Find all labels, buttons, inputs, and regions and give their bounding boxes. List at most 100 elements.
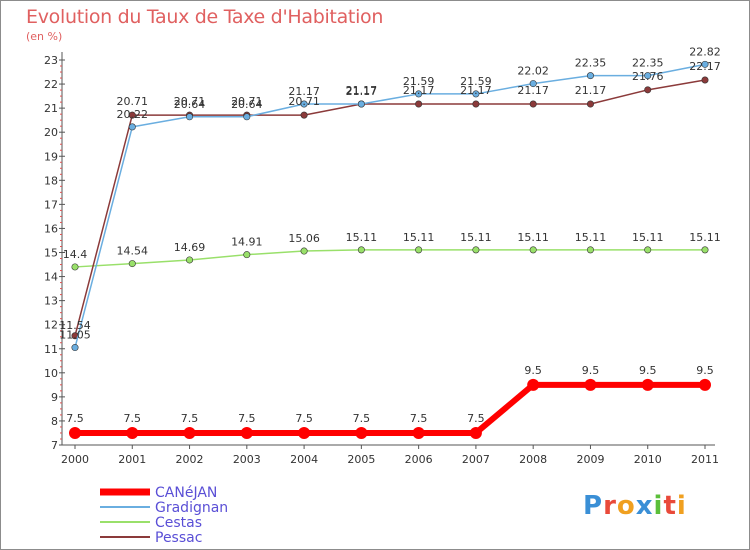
x-tick-label: 2011 (691, 453, 719, 466)
data-label: 9.5 (696, 364, 714, 377)
chart-unit: (en %) (26, 30, 63, 43)
x-tick-label: 2010 (634, 453, 662, 466)
series-layer (69, 60, 711, 439)
data-label: 22.35 (575, 57, 607, 70)
data-point (357, 100, 365, 108)
data-label: 7.5 (467, 412, 485, 425)
data-label: 21.17 (346, 85, 378, 98)
data-label: 22.35 (632, 57, 664, 70)
data-point (128, 123, 136, 131)
y-tick-label: 21 (44, 102, 58, 115)
data-label: 7.5 (181, 412, 199, 425)
data-label: 21.17 (403, 84, 435, 97)
data-label: 21.59 (460, 75, 492, 88)
x-tick-label: 2000 (61, 453, 89, 466)
data-label: 9.5 (524, 364, 542, 377)
data-label: 20.71 (174, 95, 206, 108)
x-tick-label: 2003 (233, 453, 261, 466)
data-label: 15.11 (403, 231, 435, 244)
data-label: 20.64 (231, 98, 263, 111)
data-point (701, 60, 709, 68)
y-tick-label: 8 (51, 415, 58, 428)
data-label: 11.05 (59, 329, 91, 342)
axes: 7 8 9 10 11 12 13 14 15 16 17 18 19 20 21 22 23 2000 2001 2… (44, 52, 719, 466)
data-point (699, 378, 711, 391)
data-point (71, 263, 79, 271)
data-label: 21.59 (403, 75, 435, 88)
legend-label: Pessac (155, 530, 202, 546)
data-point (415, 90, 423, 98)
series-line (74, 63, 706, 348)
data-label: 15.11 (632, 231, 664, 244)
logo-letter: r (603, 491, 617, 521)
data-point (186, 113, 194, 121)
data-label: 15.06 (288, 232, 320, 245)
data-label: 21.17 (575, 84, 607, 97)
y-tick-label: 14 (44, 271, 58, 284)
y-tick-label: 10 (44, 367, 58, 380)
proxiti-logo: Proxiti (583, 491, 687, 521)
y-tick-label: 17 (44, 198, 58, 211)
data-label: 21.76 (632, 70, 664, 83)
data-label: 20.71 (117, 95, 149, 108)
data-label: 22.82 (689, 45, 721, 58)
data-label: 9.5 (582, 364, 600, 377)
data-point (415, 100, 423, 108)
y-tick-label: 18 (44, 174, 58, 187)
data-label: 7.5 (410, 412, 428, 425)
data-point (355, 426, 368, 439)
data-point (586, 246, 594, 254)
data-point (644, 246, 652, 254)
data-point (300, 247, 308, 255)
y-tick-label: 19 (44, 150, 58, 163)
y-tick-label: 12 (44, 319, 58, 332)
data-point (472, 246, 480, 254)
data-point (527, 378, 540, 391)
data-point (415, 246, 423, 254)
data-label: 7.5 (238, 412, 256, 425)
x-tick-label: 2004 (290, 453, 318, 466)
data-point (586, 72, 594, 80)
data-point (243, 251, 251, 259)
logo-letter: o (616, 491, 636, 521)
data-label: 9.5 (639, 364, 657, 377)
y-tick-label: 7 (51, 439, 58, 452)
series-line (75, 381, 705, 436)
x-tick-label: 2001 (118, 453, 146, 466)
data-point (529, 246, 537, 254)
y-tick-label: 15 (44, 247, 58, 260)
data-point (584, 378, 597, 391)
x-tick-label: 2008 (519, 453, 547, 466)
data-point (240, 426, 253, 439)
data-point (469, 426, 482, 439)
data-label: 20.71 (288, 95, 320, 108)
data-point (644, 86, 652, 94)
data-label: 20.22 (117, 108, 149, 121)
x-tick-label: 2006 (405, 453, 433, 466)
data-labels: 7.5 7.5 7.5 7.5 7.5 7.5 7.5 7.5 9.5 9.5 9.5 9.5 11.0… (59, 45, 721, 425)
data-point (128, 260, 136, 268)
data-label: 15.11 (346, 231, 378, 244)
y-tick-label: 11 (44, 343, 58, 356)
data-label: 20.64 (174, 98, 206, 111)
data-label: 11.54 (59, 319, 91, 332)
data-label: 14.4 (63, 248, 88, 261)
data-label: 22.02 (517, 65, 549, 78)
data-point (701, 246, 709, 254)
data-label: 22.17 (689, 60, 721, 73)
data-point (641, 378, 654, 391)
data-label: 7.5 (353, 412, 371, 425)
data-label: 21.17 (288, 85, 320, 98)
data-label: 14.69 (174, 241, 206, 254)
y-tick-label: 16 (44, 222, 58, 235)
data-label: 21.17 (517, 84, 549, 97)
data-point (529, 80, 537, 88)
data-label: 7.5 (124, 412, 142, 425)
data-point (412, 426, 425, 439)
data-label: 15.11 (460, 231, 492, 244)
y-tick-label: 23 (44, 54, 58, 67)
data-point (128, 111, 136, 119)
x-tick-label: 2009 (576, 453, 604, 466)
